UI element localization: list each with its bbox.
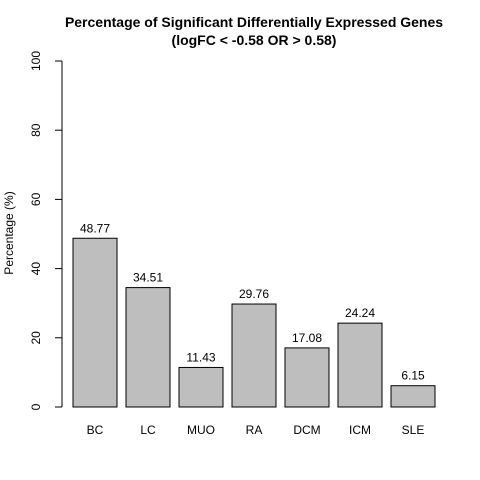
x-category-label: SLE	[402, 423, 425, 437]
x-category-label: BC	[87, 423, 104, 437]
y-axis-label: Percentage (%)	[2, 191, 16, 274]
bar-lc	[125, 287, 171, 408]
y-tick-label: 0	[29, 403, 43, 410]
y-tick-label: 20	[29, 331, 43, 345]
y-tick-label: 80	[29, 123, 43, 137]
bar-icm	[337, 322, 383, 408]
x-category-label: DCM	[293, 423, 320, 437]
chart-title: Percentage of Significant Differentially…	[65, 14, 443, 30]
y-tick-label: 60	[29, 192, 43, 206]
bar-dcm	[284, 347, 330, 408]
bar-value-label: 11.43	[186, 350, 215, 364]
bar-value-label: 34.51	[133, 271, 163, 285]
bar-value-label: 29.76	[239, 287, 269, 301]
x-category-label: ICM	[349, 423, 371, 437]
bar-ra	[231, 303, 277, 408]
chart-subtitle: (logFC < -0.58 OR > 0.58)	[172, 32, 337, 48]
y-axis-ticks: 0 20 40 60 80 100	[29, 51, 62, 410]
bar-muo	[178, 366, 224, 408]
bars-group: 48.77 34.51 11.43 29.76 17.08 24.24 6.15	[72, 221, 436, 408]
y-tick-label: 100	[29, 51, 43, 71]
bar-value-label: 24.24	[345, 306, 375, 320]
bar-sle	[390, 385, 436, 408]
bar-bc	[72, 237, 118, 408]
bar-value-label: 17.08	[292, 331, 322, 345]
x-axis-labels: BC LC MUO RA DCM ICM SLE	[87, 423, 425, 437]
bar-value-label: 6.15	[401, 369, 425, 383]
bar-value-label: 48.77	[80, 221, 110, 235]
x-category-label: MUO	[187, 423, 215, 437]
x-category-label: RA	[246, 423, 263, 437]
x-category-label: LC	[140, 423, 156, 437]
y-tick-label: 40	[29, 262, 43, 276]
